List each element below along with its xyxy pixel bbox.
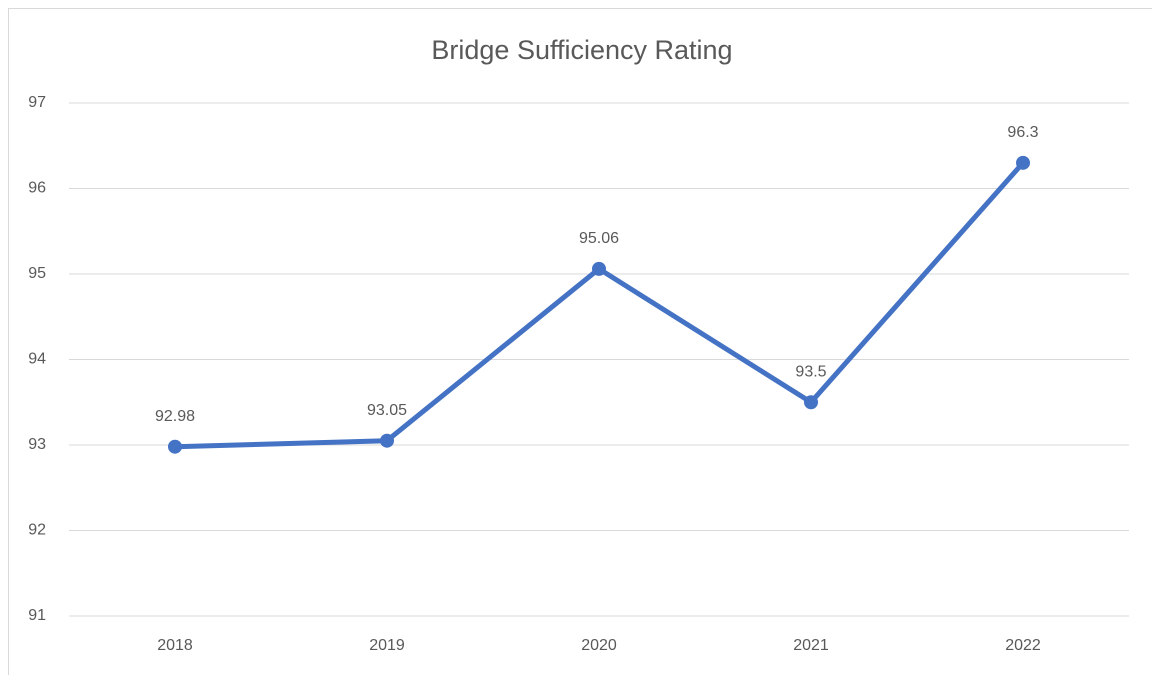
data-label: 96.3 (1007, 124, 1038, 141)
x-tick-label: 2019 (369, 637, 405, 654)
chart-title: Bridge Sufficiency Rating (431, 35, 732, 65)
data-label: 92.98 (155, 408, 195, 425)
y-tick-label: 96 (28, 180, 46, 197)
data-point (592, 261, 606, 276)
x-tick-label: 2018 (157, 637, 193, 654)
y-tick-label: 91 (28, 607, 46, 624)
data-point (380, 433, 394, 448)
data-label: 93.05 (367, 402, 407, 419)
data-label: 95.06 (579, 230, 619, 247)
y-tick-label: 97 (28, 94, 46, 111)
y-tick-label: 95 (28, 265, 46, 282)
data-point (1016, 155, 1030, 170)
x-tick-label: 2021 (793, 637, 829, 654)
y-tick-label: 92 (28, 522, 46, 539)
data-point (168, 439, 182, 454)
data-label: 93.5 (795, 363, 826, 380)
data-point (804, 395, 818, 410)
y-tick-label: 94 (28, 351, 46, 368)
y-tick-label: 93 (28, 436, 46, 453)
x-tick-label: 2020 (581, 637, 617, 654)
x-tick-label: 2022 (1005, 637, 1041, 654)
chart-frame (8, 8, 1152, 675)
